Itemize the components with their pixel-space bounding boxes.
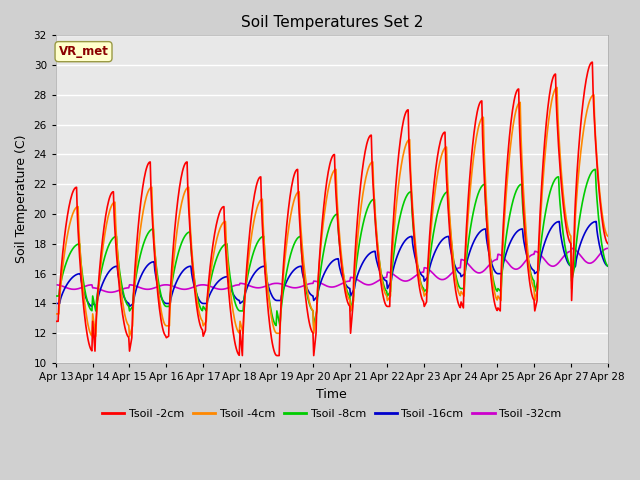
Title: Soil Temperatures Set 2: Soil Temperatures Set 2 xyxy=(241,15,423,30)
Legend: Tsoil -2cm, Tsoil -4cm, Tsoil -8cm, Tsoil -16cm, Tsoil -32cm: Tsoil -2cm, Tsoil -4cm, Tsoil -8cm, Tsoi… xyxy=(98,404,566,423)
Text: VR_met: VR_met xyxy=(59,45,108,58)
X-axis label: Time: Time xyxy=(316,388,347,401)
Y-axis label: Soil Temperature (C): Soil Temperature (C) xyxy=(15,135,28,264)
